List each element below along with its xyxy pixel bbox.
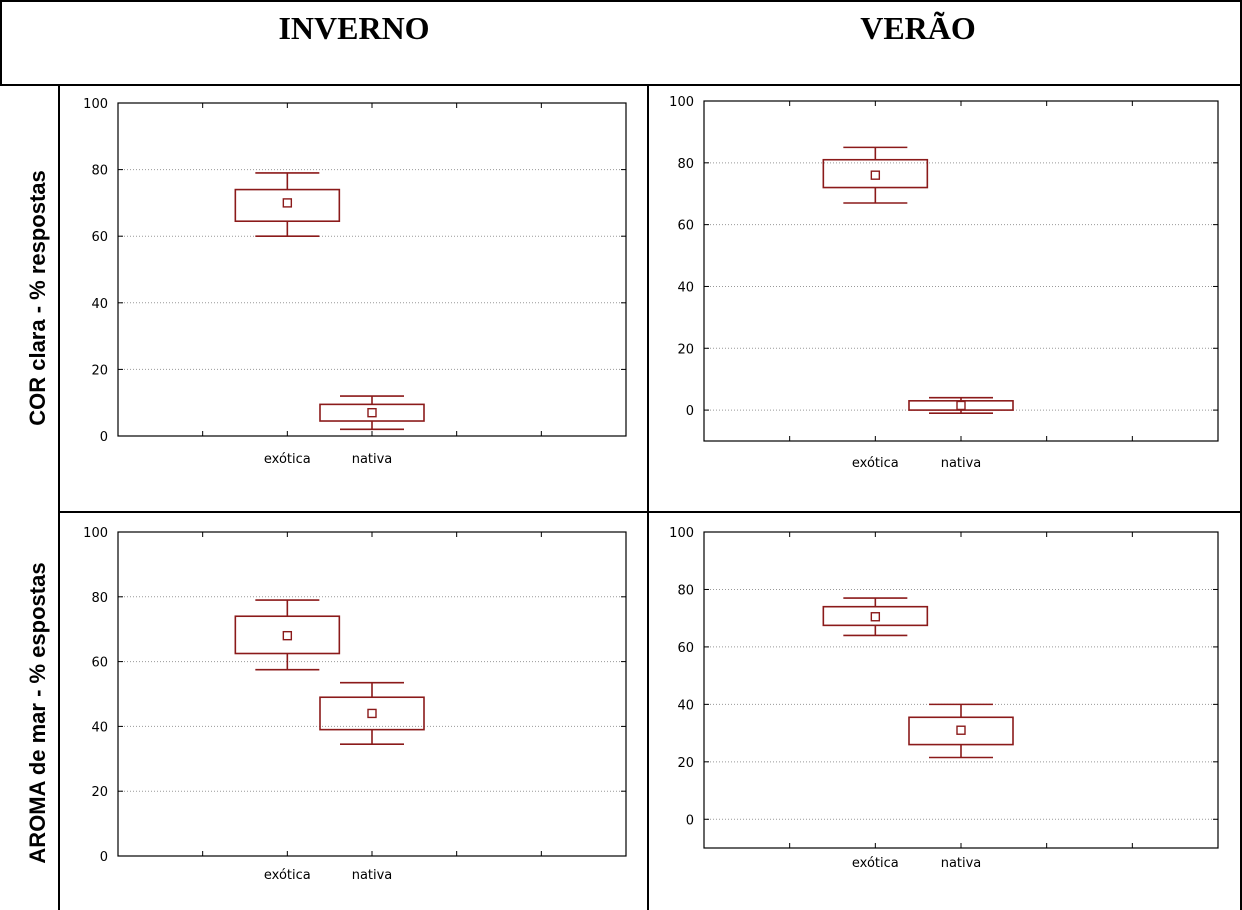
row-label-cor-clara-text: COR clara - % respostas: [25, 170, 50, 426]
box: [822, 605, 929, 627]
y-tick-label: 40: [677, 698, 694, 713]
mean-marker: [367, 407, 377, 418]
table-border-left: [0, 0, 2, 86]
category-label: nativa: [352, 868, 393, 883]
y-tick-label: 0: [100, 850, 108, 865]
plot-frame: [703, 531, 1219, 849]
mean-marker: [367, 708, 377, 719]
y-tick-label: 100: [669, 95, 694, 110]
category-label: nativa: [352, 452, 393, 467]
boxplot-verao-aroma-de-mar: 0 20 40 60 80 100 exótica nativa: [669, 526, 1219, 871]
y-tick-label: 40: [91, 720, 108, 735]
y-tick-label: 80: [91, 164, 108, 179]
category-label: nativa: [941, 856, 982, 871]
y-tick-label: 20: [91, 785, 108, 800]
y-tick-label: 40: [677, 280, 694, 295]
y-tick-label: 0: [686, 813, 694, 828]
boxplot-verao-cor-clara: 0 20 40 60 80 100 exótica nativa: [669, 95, 1219, 471]
y-tick-label: 60: [91, 656, 108, 671]
box: [319, 403, 425, 422]
box: [822, 158, 929, 189]
category-label: exótica: [264, 868, 311, 883]
y-tick-label: 80: [677, 583, 694, 598]
y-tick-label: 20: [677, 756, 694, 771]
header-divider: [0, 84, 1242, 86]
header-inverno: INVERNO: [278, 10, 430, 46]
box: [234, 188, 341, 223]
plot-frame: [703, 100, 1219, 442]
mean-marker: [870, 612, 881, 622]
category-label: exótica: [852, 856, 899, 871]
y-tick-label: 20: [677, 342, 694, 357]
box: [234, 615, 341, 655]
mean-marker: [870, 170, 881, 180]
y-tick-label: 80: [91, 591, 108, 606]
mean-marker: [956, 400, 966, 411]
y-tick-label: 40: [91, 297, 108, 312]
season-column-divider: [647, 84, 649, 910]
plot-frame: [117, 102, 627, 437]
category-label: nativa: [941, 456, 982, 471]
boxplot-inverno-cor-clara: 0 20 40 60 80 100 exótica nativa: [83, 97, 627, 467]
y-tick-label: 20: [91, 363, 108, 378]
y-tick-label: 60: [677, 219, 694, 234]
box: [908, 716, 1014, 746]
y-tick-label: 60: [91, 230, 108, 245]
box: [319, 696, 425, 731]
row-divider: [58, 511, 1242, 513]
mean-marker: [282, 630, 293, 641]
table-border-top: [0, 0, 1242, 2]
category-label: exótica: [852, 456, 899, 471]
category-label: exótica: [264, 452, 311, 467]
y-tick-label: 100: [669, 526, 694, 541]
y-tick-label: 80: [677, 157, 694, 172]
header-verao: VERÃO: [860, 10, 976, 46]
label-column-divider: [58, 84, 60, 910]
boxplot-inverno-aroma-de-mar: 0 20 40 60 80 100 exótica nativa: [83, 526, 627, 883]
y-tick-label: 100: [83, 526, 108, 541]
row-label-aroma-de-mar-text: AROMA de mar - % espostas: [25, 562, 50, 864]
y-tick-label: 100: [83, 97, 108, 112]
y-tick-label: 0: [100, 430, 108, 445]
table-border-right: [1240, 0, 1242, 910]
y-tick-label: 60: [677, 641, 694, 656]
y-tick-label: 0: [686, 404, 694, 419]
mean-marker: [956, 725, 966, 735]
mean-marker: [282, 198, 293, 208]
